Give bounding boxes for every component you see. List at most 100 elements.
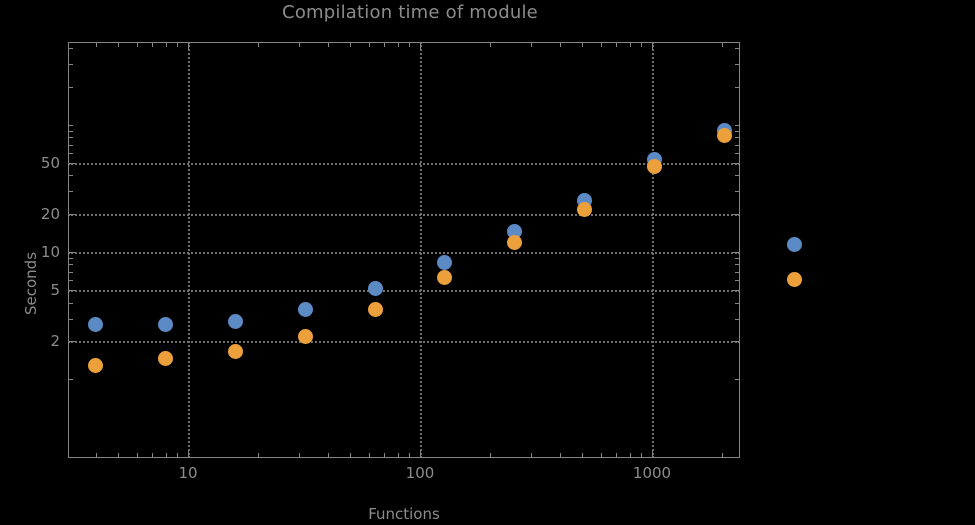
- x-tick-minor: [327, 453, 329, 458]
- y-tick-label: 50: [40, 154, 60, 173]
- x-tick-minor: [616, 453, 618, 458]
- x-tick-minor: [397, 453, 399, 458]
- data-point: [367, 302, 383, 318]
- x-tick-minor: [298, 453, 300, 458]
- x-tick-minor: [600, 42, 602, 47]
- x-tick-minor: [489, 453, 491, 458]
- y-tick-label: 5: [50, 281, 60, 300]
- gridline-horizontal: [68, 290, 740, 293]
- data-point: [786, 236, 802, 252]
- gridline-horizontal: [68, 163, 740, 166]
- x-tick-minor: [559, 42, 561, 47]
- y-tick-minor: [735, 153, 740, 155]
- x-tick-minor: [298, 42, 300, 47]
- x-tick-minor: [152, 42, 154, 47]
- x-tick-minor: [397, 42, 399, 47]
- y-tick-major: [68, 163, 75, 165]
- data-point: [716, 127, 732, 143]
- x-tick-minor: [530, 453, 532, 458]
- gridline-vertical: [188, 42, 190, 458]
- data-point: [437, 270, 453, 286]
- y-tick-minor: [68, 64, 73, 66]
- y-tick-major: [733, 290, 740, 292]
- y-tick-minor: [68, 137, 73, 139]
- x-tick-major: [652, 451, 653, 458]
- y-tick-minor: [735, 86, 740, 88]
- x-tick-minor: [350, 42, 352, 47]
- x-tick-minor: [165, 453, 167, 458]
- y-tick-major: [68, 340, 75, 342]
- data-point: [227, 344, 243, 360]
- x-tick-minor: [384, 42, 386, 47]
- y-tick-minor: [68, 257, 73, 259]
- y-tick-minor: [68, 86, 73, 88]
- y-tick-major: [733, 163, 740, 165]
- x-tick-minor: [368, 42, 370, 47]
- x-tick-major: [420, 451, 421, 458]
- x-tick-minor: [177, 42, 179, 47]
- data-point: [88, 358, 104, 374]
- data-point: [437, 254, 453, 270]
- data-point: [297, 302, 313, 318]
- y-tick-label: 20: [40, 204, 60, 223]
- x-tick-minor: [530, 42, 532, 47]
- x-tick-minor: [629, 42, 631, 47]
- y-tick-minor: [735, 144, 740, 146]
- x-tick-minor: [257, 42, 259, 47]
- x-tick-minor: [600, 453, 602, 458]
- y-tick-minor: [68, 379, 73, 381]
- x-tick-minor: [350, 453, 352, 458]
- x-tick-minor: [136, 42, 138, 47]
- data-point: [158, 316, 174, 332]
- x-tick-minor: [629, 453, 631, 458]
- gridline-vertical: [420, 42, 422, 458]
- data-point: [158, 351, 174, 367]
- y-tick-minor: [735, 257, 740, 259]
- data-point: [507, 223, 523, 239]
- x-tick-minor: [177, 453, 179, 458]
- x-tick-minor: [489, 42, 491, 47]
- y-tick-major: [68, 252, 75, 253]
- x-tick-minor: [118, 42, 120, 47]
- y-tick-minor: [68, 153, 73, 155]
- y-tick-minor: [735, 191, 740, 193]
- y-tick-minor: [735, 271, 740, 273]
- y-tick-minor: [735, 48, 740, 50]
- y-tick-minor: [68, 48, 73, 50]
- x-tick-minor: [559, 453, 561, 458]
- x-tick-minor: [721, 453, 723, 458]
- data-point: [227, 313, 243, 329]
- x-tick-minor: [95, 42, 97, 47]
- data-point: [577, 202, 593, 218]
- x-tick-minor: [582, 42, 584, 47]
- x-tick-minor: [95, 453, 97, 458]
- y-tick-minor: [735, 379, 740, 381]
- y-tick-major: [733, 213, 740, 215]
- y-tick-minor: [735, 124, 740, 126]
- y-tick-minor: [735, 280, 740, 282]
- y-tick-minor: [68, 130, 73, 132]
- y-tick-major: [733, 252, 740, 253]
- y-tick-minor: [735, 264, 740, 266]
- y-tick-minor: [68, 264, 73, 266]
- chart-title: Compilation time of module: [282, 2, 538, 23]
- plot-frame: [68, 42, 740, 458]
- y-tick-minor: [68, 144, 73, 146]
- y-tick-minor: [68, 175, 73, 177]
- gridline-vertical: [652, 42, 654, 458]
- x-tick-minor: [152, 453, 154, 458]
- x-tick-minor: [721, 42, 723, 47]
- x-tick-minor: [582, 453, 584, 458]
- y-tick-label: 2: [50, 331, 60, 350]
- x-tick-major: [652, 42, 653, 49]
- x-tick-minor: [384, 453, 386, 458]
- gridline-horizontal: [68, 340, 740, 343]
- x-tick-minor: [409, 453, 411, 458]
- x-tick-label: 10: [178, 464, 198, 482]
- x-tick-minor: [409, 42, 411, 47]
- x-tick-major: [420, 42, 421, 49]
- data-point: [367, 280, 383, 296]
- data-point: [297, 329, 313, 345]
- data-point: [88, 316, 104, 332]
